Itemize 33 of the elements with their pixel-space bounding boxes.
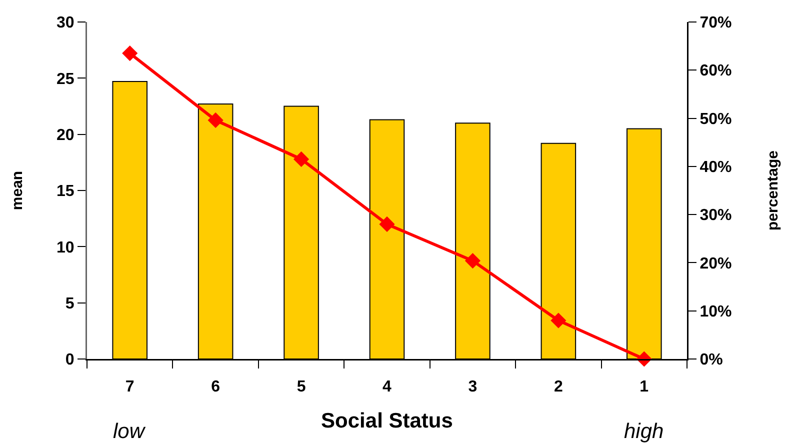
y2-tick-label: 20% [700,255,732,272]
x-tick-label: 2 [554,378,563,396]
y2-tick-label: 0% [700,352,723,369]
y2-tick-label: 30% [700,207,732,224]
point [550,312,566,328]
y2-tick-label: 50% [700,110,732,128]
y-tick-label: 25 [56,70,74,88]
y2-tick-label: 40% [700,159,732,176]
text: low [113,420,146,443]
text: high [624,420,664,443]
y-tick-label: 20 [56,126,74,144]
x-axis-title: Social Status [321,410,453,433]
x-tick-label: 1 [640,378,649,396]
y-tick-label: 10 [56,239,74,256]
y2-axis-title: percentage [764,150,782,231]
y2-tick-label: 10% [700,303,732,320]
point [293,151,310,168]
x-tick-label: 3 [468,378,478,396]
y2-tick-label: 60% [700,62,732,80]
x-tick-label: 4 [382,378,392,396]
y-tick-label: 30 [56,14,74,32]
x-tick-label: 7 [125,378,134,396]
x-tick-label: 5 [296,378,306,396]
point [379,216,395,232]
point [122,45,138,62]
y-axis-title: mean [9,170,26,210]
x-tick-label: 6 [211,378,220,396]
point [208,112,224,128]
y-tick-label: 0 [65,352,74,369]
y-tick-label: 15 [56,183,74,200]
y-tick-label: 5 [65,295,74,312]
y2-tick-label: 70% [700,14,732,32]
point [464,252,481,269]
